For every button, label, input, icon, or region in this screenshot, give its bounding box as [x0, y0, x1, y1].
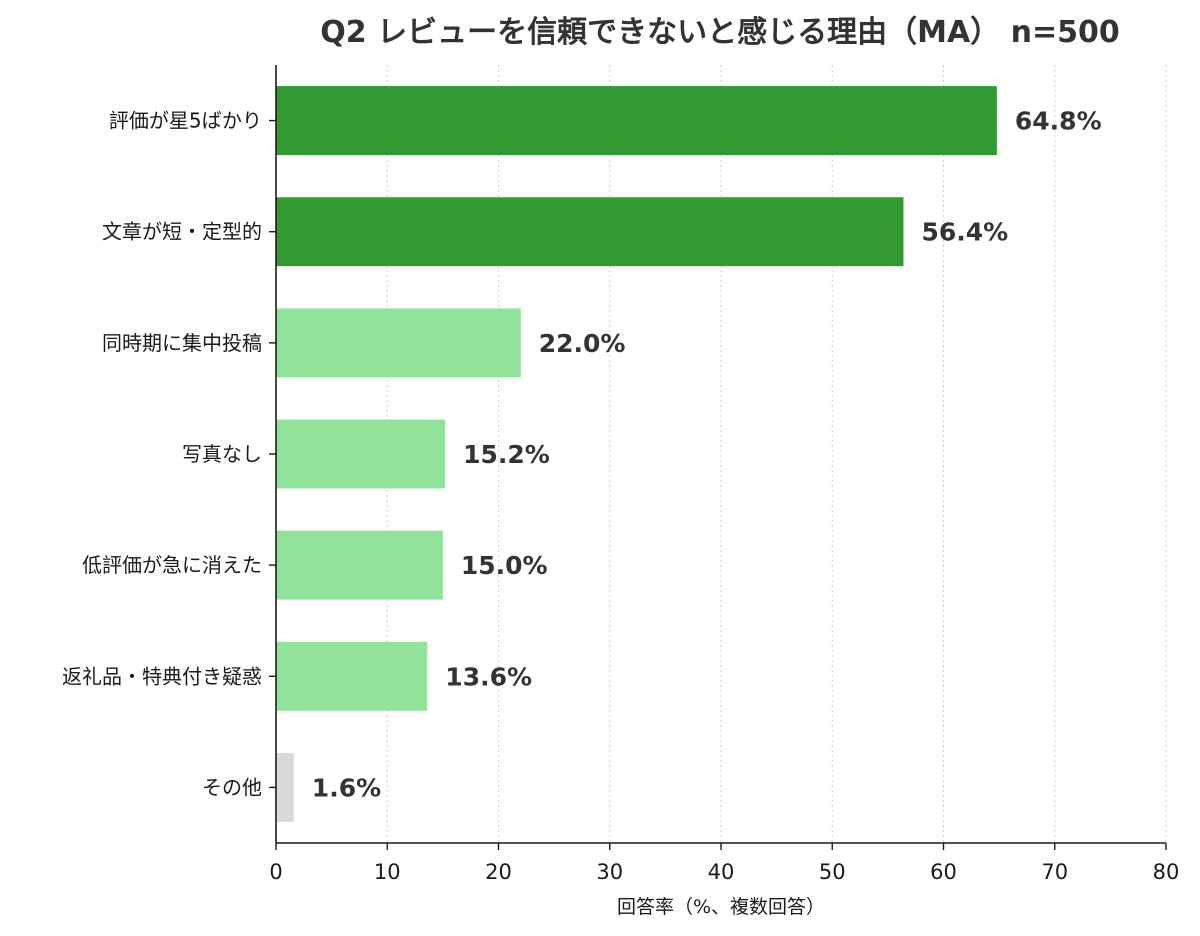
bar: [276, 530, 443, 600]
x-tick-label: 40: [708, 860, 735, 884]
category-label: その他: [202, 775, 262, 799]
value-label: 15.0%: [461, 551, 548, 580]
category-label: 評価が星5ばかり: [109, 109, 262, 133]
value-label: 22.0%: [539, 329, 626, 358]
category-label: 文章が短・定型的: [102, 220, 262, 244]
bar: [276, 752, 294, 822]
x-tick-label: 30: [596, 860, 623, 884]
category-labels: 評価が星5ばかり文章が短・定型的同時期に集中投稿写真なし低評価が急に消えた返礼品…: [62, 109, 276, 799]
bar: [276, 86, 997, 156]
value-label: 64.8%: [1015, 107, 1102, 136]
category-label: 写真なし: [182, 442, 262, 466]
value-label: 56.4%: [921, 218, 1008, 247]
bars: [276, 86, 997, 822]
value-label: 13.6%: [445, 662, 532, 691]
category-label: 同時期に集中投稿: [102, 331, 262, 355]
value-label: 1.6%: [312, 773, 381, 802]
x-tick-label: 0: [269, 860, 282, 884]
x-ticks: 0 10 20 30 40 50 60 70 80: [269, 843, 1179, 884]
x-tick-label: 70: [1041, 860, 1068, 884]
category-label: 返礼品・特典付き疑惑: [62, 664, 262, 688]
value-label: 15.2%: [463, 440, 550, 469]
chart-title: Q2 レビューを信頼できないと感じる理由（MA） n=500: [320, 15, 1119, 50]
bar: [276, 197, 904, 267]
value-labels: 64.8% 56.4% 22.0% 15.2% 15.0% 13.6% 1.6%: [312, 107, 1102, 803]
x-tick-label: 60: [930, 860, 957, 884]
x-tick-label: 10: [374, 860, 401, 884]
x-tick-label: 20: [485, 860, 512, 884]
bar: [276, 641, 428, 711]
category-label: 低評価が急に消えた: [82, 553, 262, 577]
x-axis-title: 回答率（%、複数回答）: [617, 896, 825, 918]
x-tick-label: 80: [1153, 860, 1180, 884]
x-tick-label: 50: [819, 860, 846, 884]
bar: [276, 419, 446, 489]
bar: [276, 308, 521, 378]
